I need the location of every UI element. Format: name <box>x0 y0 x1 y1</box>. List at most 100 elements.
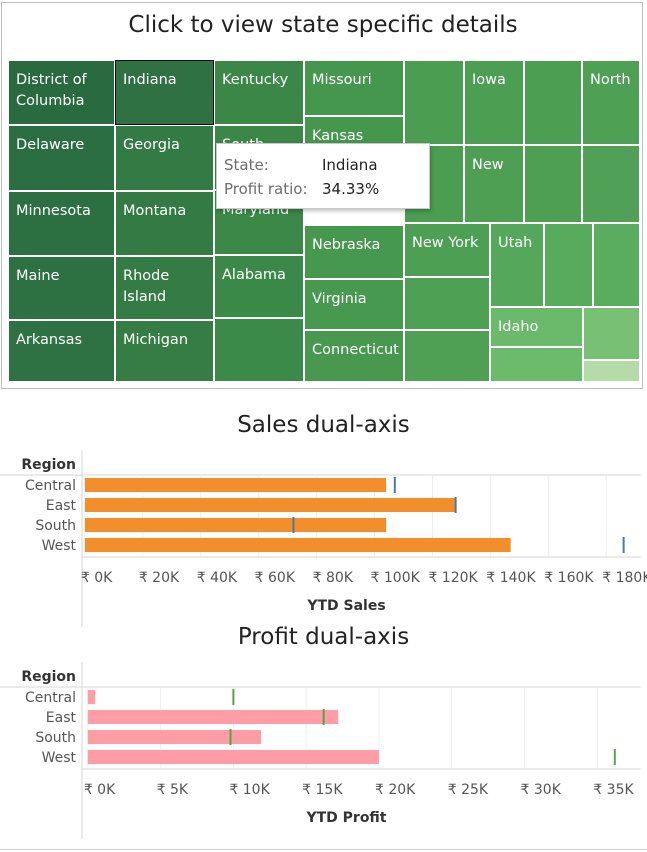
profit-category-label: South <box>35 730 76 746</box>
sales-category-label: South <box>35 518 76 534</box>
sales-category-label: East <box>46 498 77 514</box>
treemap-cell-label: Montana <box>123 203 187 219</box>
treemap-cell-label: Michigan <box>123 332 189 348</box>
profit-category-label: East <box>46 710 77 726</box>
sales-tick-label: ₹ 140K <box>486 570 536 586</box>
profit-tick-label: ₹ 10K <box>229 782 270 798</box>
treemap-cell-unlabeled-28[interactable] <box>404 277 490 330</box>
sales-tick-label: ₹ 40K <box>197 570 238 586</box>
sales-category-label: West <box>42 538 77 554</box>
sales-bar <box>84 518 387 532</box>
profit-tick-label: ₹ 35K <box>593 782 634 798</box>
profit-marker <box>229 729 232 745</box>
sales-tick-label: ₹ 120K <box>428 570 478 586</box>
treemap-cell-unlabeled-30[interactable] <box>583 307 640 360</box>
treemap-cell-label: Minnesota <box>16 203 91 219</box>
profit-marker <box>232 689 235 705</box>
treemap-cell-new[interactable]: New <box>464 145 524 223</box>
treemap-cell-label: Missouri <box>312 72 372 88</box>
treemap-cell-label: Delaware <box>16 137 85 153</box>
sales-tick-label: ₹ 20K <box>139 570 180 586</box>
treemap-cell-label: New <box>472 157 504 173</box>
sales-marker <box>454 497 457 513</box>
sales-row-header: Region <box>21 457 76 473</box>
treemap-cell-iowa[interactable]: Iowa <box>464 60 524 145</box>
profit-category-label: West <box>42 750 77 766</box>
treemap-cell-unlabeled-22[interactable] <box>544 223 593 307</box>
treemap-cell-label: Georgia <box>123 137 180 153</box>
treemap-cell-maine[interactable]: Maine <box>8 256 115 320</box>
treemap-cell-unlabeled-33[interactable] <box>214 318 304 382</box>
treemap-cell-unlabeled-36[interactable] <box>490 347 583 382</box>
profit-tick-label: ₹ 30K <box>521 782 562 798</box>
tooltip-profit-value: 34.33% <box>322 180 380 198</box>
treemap-cell-missouri[interactable]: Missouri <box>304 60 404 116</box>
profit-bar <box>87 690 96 704</box>
profit-bar <box>87 710 339 724</box>
treemap-cell-new-york[interactable]: New York <box>404 223 490 277</box>
sales-tick-label: ₹ 60K <box>255 570 296 586</box>
profit-bar <box>87 730 262 744</box>
sales-bar <box>84 538 511 552</box>
treemap-cell-kentucky[interactable]: Kentucky <box>214 60 304 125</box>
treemap-cell-montana[interactable]: Montana <box>115 191 214 256</box>
treemap-cell-unlabeled-4[interactable] <box>404 60 464 145</box>
treemap-cell-unlabeled-23[interactable] <box>593 223 640 307</box>
treemap-cell-unlabeled-35[interactable] <box>404 330 490 382</box>
profit-tick-label: ₹ 25K <box>448 782 489 798</box>
treemap-cell-label: Indiana <box>123 72 177 88</box>
profit-tick-label: ₹ 0K <box>84 782 116 798</box>
sales-tick-label: ₹ 160K <box>544 570 594 586</box>
sales-marker <box>292 517 295 533</box>
treemap-cell-label: New York <box>412 235 479 251</box>
treemap-cell-arkansas[interactable]: Arkansas <box>8 320 115 382</box>
treemap-cell-delaware[interactable]: Delaware <box>8 125 115 191</box>
sales-marker <box>622 537 625 553</box>
tooltip-state-value: Indiana <box>322 156 378 174</box>
profit-category-label: Central <box>25 690 76 706</box>
treemap-cell-rhode-island[interactable]: Rhode Island <box>115 256 214 320</box>
sales-tick-label: ₹ 80K <box>313 570 354 586</box>
treemap-cell-label: District of Columbia <box>16 72 87 109</box>
profit-tick-label: ₹ 5K <box>157 782 189 798</box>
treemap-cell-label: Arkansas <box>16 332 83 348</box>
treemap-cell-label: Kentucky <box>222 72 289 88</box>
profit-marker <box>322 709 325 725</box>
profit-bar <box>87 750 379 764</box>
profit-marker <box>613 749 616 765</box>
sales-bar <box>84 478 387 492</box>
profit-chart[interactable]: Region Central East South West ₹ 0K ₹ 5K ₹ 10K ₹… <box>0 662 647 842</box>
treemap-cell-nebraska[interactable]: Nebraska <box>304 225 404 279</box>
treemap-cell-label: Connecticut <box>312 342 399 358</box>
treemap-cell-minnesota[interactable]: Minnesota <box>8 191 115 256</box>
treemap-cell-unlabeled-15[interactable] <box>582 145 640 223</box>
treemap-cell-unlabeled-37[interactable] <box>583 360 640 382</box>
sales-title: Sales dual-axis <box>237 412 410 438</box>
profit-x-label: YTD Profit <box>305 810 386 826</box>
treemap-cell-indiana[interactable]: Indiana <box>115 60 214 125</box>
treemap-cell-virginia[interactable]: Virginia <box>304 279 404 330</box>
treemap-cell-connecticut[interactable]: Connecticut <box>304 330 404 382</box>
treemap-cell-idaho[interactable]: Idaho <box>490 307 583 347</box>
profit-row-header: Region <box>21 669 76 685</box>
treemap-cell-north[interactable]: North <box>582 60 640 145</box>
profit-tick-label: ₹ 15K <box>302 782 343 798</box>
treemap-cell-label: Rhode Island <box>123 268 170 305</box>
treemap-cell-michigan[interactable]: Michigan <box>115 320 214 382</box>
treemap-cell-unlabeled-14[interactable] <box>524 145 582 223</box>
treemap-cell-unlabeled-6[interactable] <box>524 60 582 145</box>
tooltip: State: Indiana Profit ratio: 34.33% <box>216 143 430 209</box>
treemap-cell-alabama[interactable]: Alabama <box>214 255 304 318</box>
treemap-cell-georgia[interactable]: Georgia <box>115 125 214 191</box>
treemap-cell-district-of-columbia[interactable]: District of Columbia <box>8 60 115 125</box>
treemap-cell-utah[interactable]: Utah <box>490 223 544 307</box>
treemap-cell-label: Nebraska <box>312 237 381 253</box>
treemap-cell-label: Alabama <box>222 267 286 283</box>
sales-tick-label: ₹ 0K <box>81 570 113 586</box>
sales-category-label: Central <box>25 478 76 494</box>
treemap-cell-label: Utah <box>498 235 533 251</box>
treemap-cell-label: Idaho <box>498 319 539 335</box>
sales-chart[interactable]: Region Central East South West₹ 0K ₹ 20K ₹ 40K… <box>0 450 647 630</box>
tooltip-profit-key: Profit ratio: <box>224 180 308 198</box>
sales-tick-label: ₹ 180K <box>602 570 647 586</box>
